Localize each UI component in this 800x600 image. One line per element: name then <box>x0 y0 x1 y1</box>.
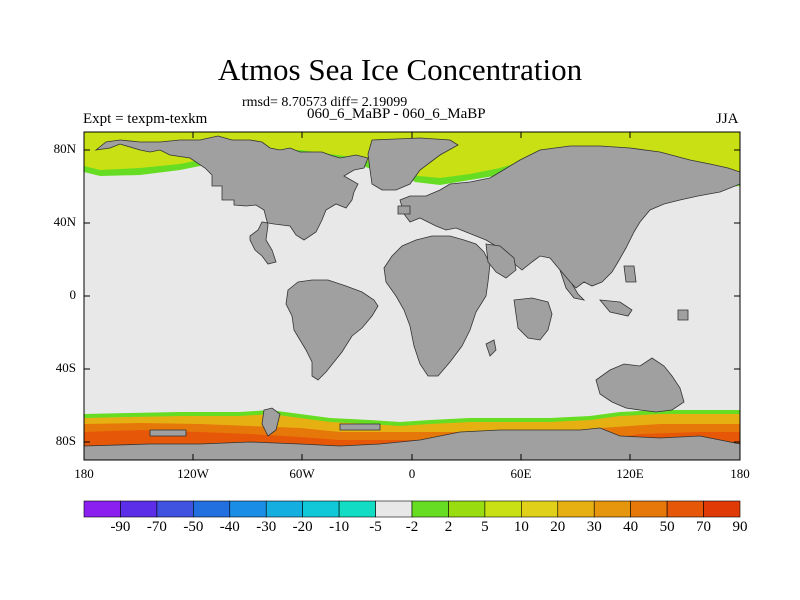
greenland <box>367 137 459 191</box>
rmsd-diff-stats: rmsd= 8.70573 diff= 2.19099 <box>242 95 408 110</box>
north-america <box>94 135 369 265</box>
x-tick-label: 60E <box>510 466 532 481</box>
y-tick-label: 40N <box>53 214 76 229</box>
colorbar-label: -2 <box>405 519 419 535</box>
colorbar-label: -70 <box>146 519 167 535</box>
colorbar-label: 30 <box>586 519 602 535</box>
x-tick-label: 120W <box>177 466 209 481</box>
eurasia <box>399 145 741 289</box>
map-ticks <box>84 132 740 460</box>
colorbar-label: -10 <box>329 519 350 535</box>
y-tick-label: 40S <box>55 360 76 375</box>
period-label: 060_6_MaBP - 060_6_MaBP <box>307 106 486 122</box>
map-title: Atmos Sea Ice Concentration <box>217 52 583 87</box>
x-tick-label: 180 <box>74 466 94 481</box>
australia <box>595 357 685 413</box>
colorbar-label: -20 <box>292 519 313 535</box>
island-north-atlantic <box>397 205 411 215</box>
ice-shelf-ross <box>149 429 187 437</box>
colorbar-label: -90 <box>110 519 131 535</box>
y-tick-label: 0 <box>69 287 77 302</box>
colorbar-label: 40 <box>623 519 639 535</box>
colorbar-label: 90 <box>732 519 748 535</box>
x-tick-label: 180 <box>730 466 750 481</box>
colorbar-label: -40 <box>219 519 240 535</box>
island-ne-asia <box>623 265 637 283</box>
south-america <box>285 279 379 381</box>
colorbar-label: -50 <box>183 519 204 535</box>
colorbar-label: 10 <box>513 519 529 535</box>
y-tick-label: 80N <box>53 141 76 156</box>
indonesia <box>599 299 633 317</box>
island-pacific <box>677 309 689 321</box>
colorbar-label: 5 <box>481 519 489 535</box>
y-tick-label: 80S <box>55 433 76 448</box>
colorbar-label: 20 <box>550 519 566 535</box>
india <box>513 297 553 341</box>
colorbar-label: -5 <box>369 519 382 535</box>
madagascar <box>485 339 497 357</box>
x-tick-label: 60W <box>289 466 315 481</box>
colorbar-label: -30 <box>256 519 277 535</box>
land-masses <box>83 135 741 461</box>
antarctica <box>83 427 741 461</box>
experiment-label: Expt = texpm-texkm <box>83 111 208 127</box>
season-label: JJA <box>716 111 739 127</box>
ice-shelf-weddell <box>339 423 381 431</box>
southeast-asia <box>559 269 586 301</box>
arabia <box>485 243 517 279</box>
x-tick-label: 0 <box>408 466 416 481</box>
x-tick-label: 120E <box>616 466 644 481</box>
colorbar-label: 2 <box>444 519 453 535</box>
africa <box>383 235 491 377</box>
colorbar-label: 70 <box>696 519 712 535</box>
colorbar-label: 50 <box>659 519 675 535</box>
antarctic-peninsula <box>261 407 281 437</box>
